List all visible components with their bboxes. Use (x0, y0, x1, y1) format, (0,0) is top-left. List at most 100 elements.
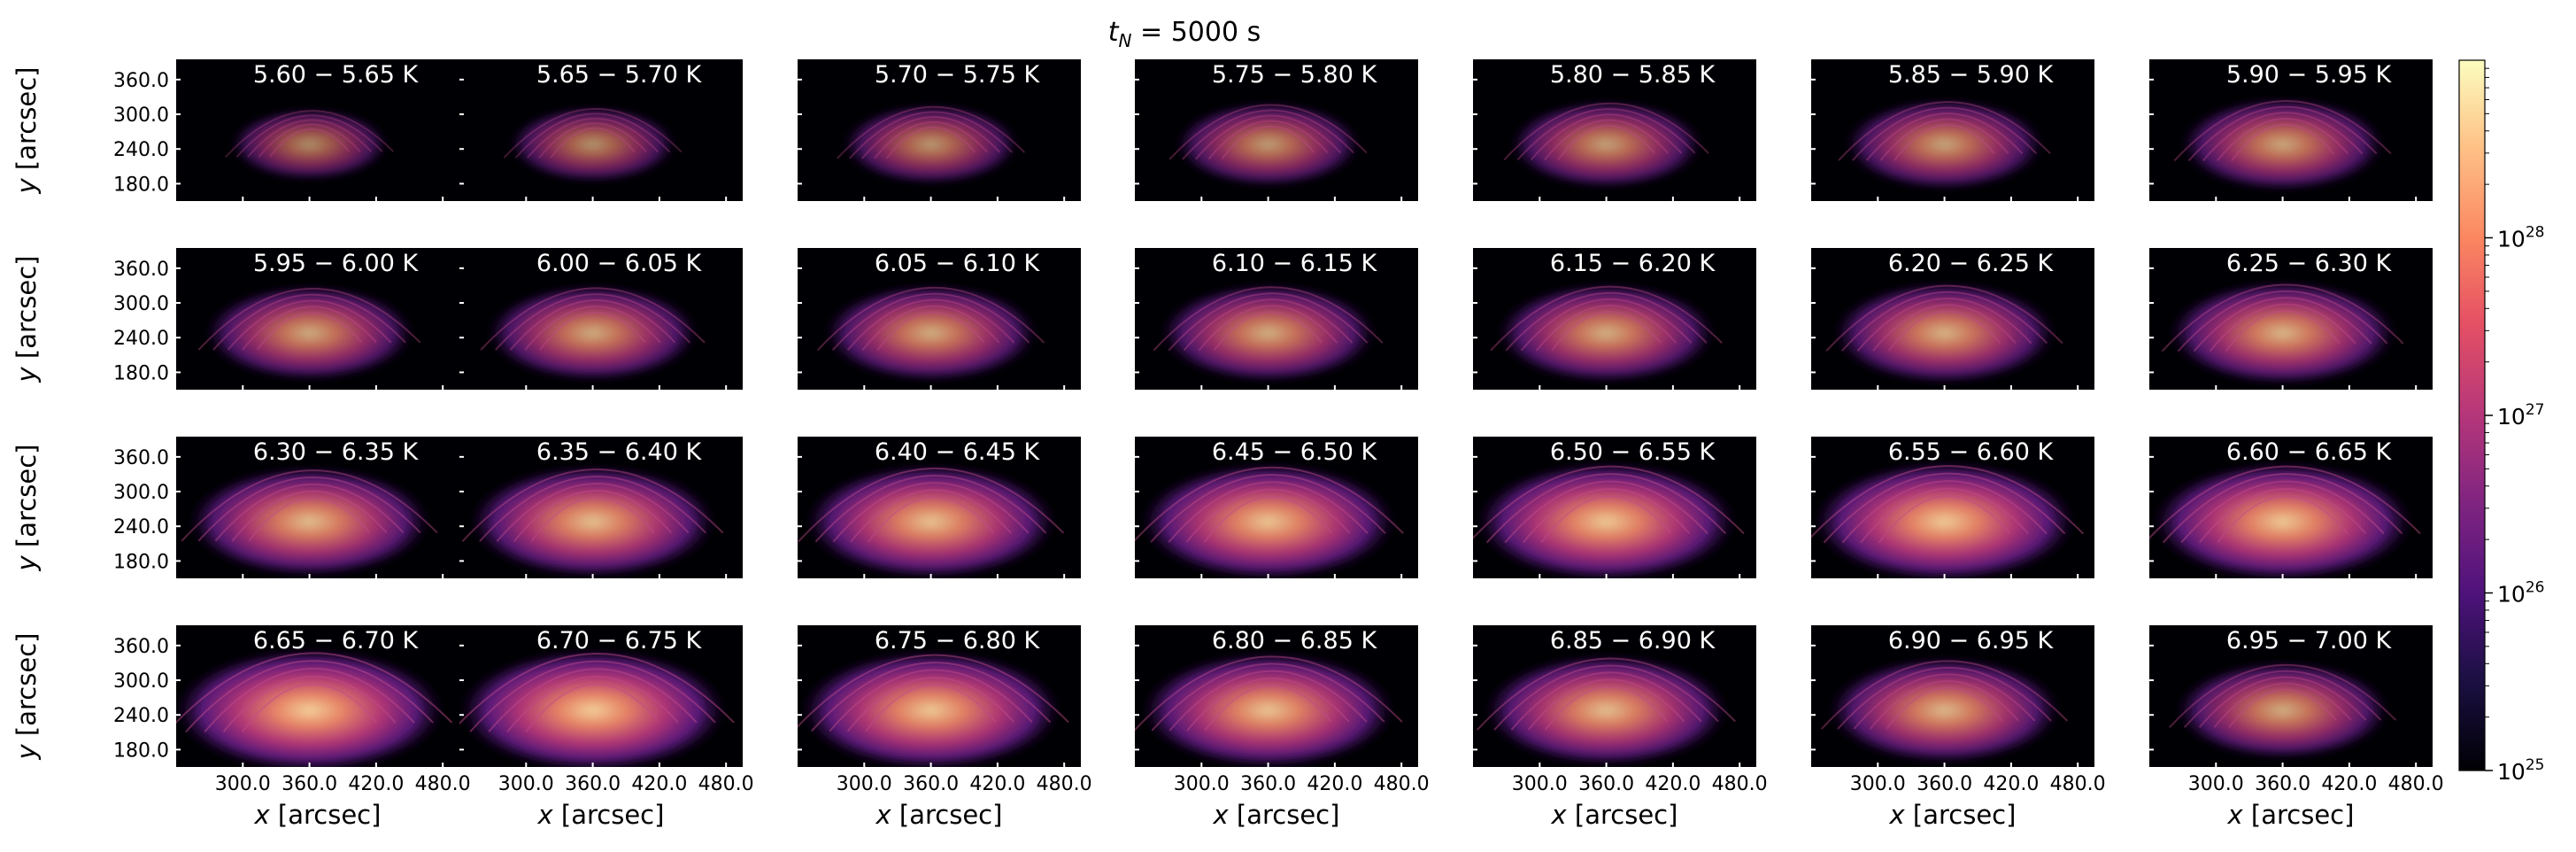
coronal-loop (1557, 124, 1655, 161)
panel: 6.10 − 6.15 K (1135, 248, 1418, 390)
panel-temperature-label: 6.45 − 6.50 K (1212, 438, 1378, 466)
coronal-loop (2217, 495, 2348, 544)
panel: 5.75 − 5.80 K (1135, 59, 1418, 201)
y-tick-label: 180.0 (113, 362, 169, 384)
y-tick-label: 300.0 (113, 105, 169, 127)
coronal-loop (524, 305, 661, 351)
coronal-loop (258, 123, 361, 158)
coronal-loop (256, 312, 363, 351)
coronal-loop (461, 469, 724, 542)
emission-core (2175, 661, 2390, 760)
y-axis-label: y [arcsec] (12, 256, 42, 383)
coronal-loop (197, 287, 421, 351)
emission-core (176, 648, 444, 767)
panel: 6.90 − 6.95 K 300.0 360.0 420.0 480.0 x [arcs… (1811, 625, 2106, 830)
x-tick-label: 360.0 (903, 773, 959, 795)
coronal-loop (197, 476, 421, 542)
y-tick-label: 240.0 (113, 139, 169, 161)
emission-core (1477, 461, 1737, 578)
x-tick-label: 420.0 (969, 773, 1025, 795)
y-axis-label: y [arcsec] (12, 445, 42, 572)
emission-map (503, 105, 683, 183)
panel-temperature-label: 6.85 − 6.90 K (1550, 627, 1716, 654)
colorbar: 1025 1026 1027 1028 (2458, 59, 2544, 785)
coronal-loop (2198, 676, 2367, 728)
coronal-loop (1198, 305, 1338, 352)
y-tick-label: 180.0 (113, 174, 169, 196)
emission-core (469, 465, 716, 578)
coronal-loop (1504, 480, 1708, 544)
coronal-loop (479, 476, 707, 542)
colorbar-ticks: 1025 1026 1027 1028 (2485, 67, 2544, 785)
y-tick-label: 300.0 (113, 670, 169, 693)
emission-core (842, 104, 1020, 185)
x-tick-label: 480.0 (415, 773, 471, 795)
colorbar-gradient (2458, 59, 2486, 771)
x-tick-label: 360.0 (282, 773, 337, 795)
panel: 6.20 − 6.25 K (1811, 248, 2094, 390)
coronal-loop (1150, 474, 1386, 543)
x-tick-label: 300.0 (215, 773, 271, 795)
emission-core (801, 650, 1061, 767)
y-tick-label: 240.0 (113, 705, 169, 727)
panel: 6.75 − 6.80 K 300.0 360.0 420.0 480.0 x [arcs… (798, 625, 1092, 830)
x-tick-label: 480.0 (1712, 773, 1768, 795)
panel-temperature-label: 6.25 − 6.30 K (2226, 250, 2393, 277)
coronal-loop (1522, 488, 1691, 544)
coronal-loop (247, 119, 373, 158)
x-tick-label: 420.0 (1307, 773, 1362, 795)
y-tick-label: 180.0 (113, 551, 169, 573)
colorbar-tick-label: 1027 (2497, 401, 2544, 430)
emission-map (2169, 661, 2397, 760)
panel-temperature-label: 6.95 − 7.00 K (2226, 627, 2393, 654)
x-tick-label: 480.0 (2388, 773, 2444, 795)
emission-map (480, 284, 706, 382)
coronal-loop (2202, 112, 2364, 162)
y-axis-label: y [arcsec] (12, 67, 42, 195)
x-tick-label: 360.0 (1240, 773, 1296, 795)
coronal-loop (2183, 670, 2382, 728)
emission-core (1141, 652, 1395, 767)
coronal-loop (242, 306, 377, 351)
coronal-loop (2216, 117, 2349, 162)
panel: 6.05 − 6.10 K (798, 248, 1081, 390)
y-tick-label: 300.0 (113, 482, 169, 504)
panel: 5.60 − 5.65 K 360.0 300.0 240.0 180.0 y [arcs… (12, 59, 459, 201)
emission-core (1160, 283, 1377, 383)
panel: 5.80 − 5.85 K (1473, 59, 1756, 201)
colorbar-tick-label: 1028 (2497, 224, 2544, 252)
y-tick-label: 360.0 (113, 70, 169, 92)
panel-grid: 5.60 − 5.65 K 360.0 300.0 240.0 180.0 y [arcs… (12, 59, 2444, 830)
coronal-loop (2213, 682, 2352, 728)
y-tick-label: 300.0 (113, 293, 169, 315)
x-tick-label: 360.0 (1917, 773, 1972, 795)
x-tick-label: 480.0 (1037, 773, 1092, 795)
panel-temperature-label: 5.75 − 5.80 K (1212, 61, 1378, 89)
coronal-loop (1887, 310, 2001, 352)
panel-temperature-label: 6.90 − 6.95 K (1888, 627, 2055, 654)
coronal-loop (1510, 671, 1702, 731)
emission-map (1811, 461, 2085, 578)
coronal-loop (1540, 495, 1672, 544)
emission-core (1140, 463, 1396, 578)
coronal-loop (1530, 113, 1683, 161)
coronal-loop (868, 496, 995, 543)
title-value: = 5000 s (1132, 17, 1261, 48)
panel-temperature-label: 6.20 − 6.25 K (1888, 250, 2055, 277)
emission-core (204, 285, 414, 381)
panel: 6.60 − 6.65 K (2149, 437, 2433, 578)
coronal-loop (2161, 283, 2404, 352)
panel-temperature-label: 5.80 − 5.85 K (1550, 61, 1716, 89)
panel-temperature-label: 6.80 − 6.85 K (1212, 627, 1378, 654)
emission-map (1490, 283, 1723, 383)
coronal-loop (2173, 100, 2392, 162)
x-tick-label: 480.0 (2050, 773, 2106, 795)
coronal-loop (550, 127, 636, 159)
emission-core (459, 649, 727, 767)
panel-temperature-label: 6.30 − 6.35 K (253, 438, 420, 466)
x-axis-label: x [arcsec] (2227, 800, 2355, 830)
emission-map (798, 464, 1065, 578)
emission-map (798, 650, 1069, 767)
panel-temperature-label: 6.05 − 6.10 K (875, 250, 1041, 277)
coronal-loop (181, 469, 438, 542)
